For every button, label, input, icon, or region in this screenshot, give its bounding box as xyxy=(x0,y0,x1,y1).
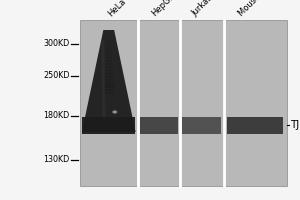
Bar xyxy=(106,47,111,49)
Polygon shape xyxy=(101,40,106,124)
Bar xyxy=(106,43,111,46)
Bar xyxy=(106,53,112,56)
Text: TJP2: TJP2 xyxy=(290,120,300,130)
Bar xyxy=(107,31,110,33)
Text: HeLa: HeLa xyxy=(106,0,127,18)
Bar xyxy=(105,69,113,72)
Bar xyxy=(106,56,112,59)
Bar xyxy=(106,40,111,43)
Text: HepG2: HepG2 xyxy=(150,0,176,18)
Bar xyxy=(227,116,283,134)
Bar xyxy=(104,82,114,85)
Text: 130KD: 130KD xyxy=(44,156,70,164)
Bar xyxy=(105,60,112,62)
Bar xyxy=(80,20,286,186)
Bar xyxy=(105,63,112,65)
Bar xyxy=(103,92,114,94)
Bar xyxy=(107,37,111,39)
Text: Mouse pancreas: Mouse pancreas xyxy=(237,0,292,18)
Text: 300KD: 300KD xyxy=(44,40,70,48)
Bar xyxy=(103,89,114,91)
Bar xyxy=(105,66,112,68)
Text: Jurkat: Jurkat xyxy=(190,0,214,18)
Bar xyxy=(104,79,113,81)
Bar xyxy=(104,85,114,88)
Polygon shape xyxy=(82,30,136,132)
Bar xyxy=(104,72,113,75)
Bar xyxy=(182,116,221,134)
Bar xyxy=(140,116,178,134)
Bar xyxy=(106,50,112,52)
Text: 250KD: 250KD xyxy=(43,72,70,80)
Circle shape xyxy=(112,110,117,114)
Text: 180KD: 180KD xyxy=(44,111,70,120)
Bar xyxy=(107,34,111,36)
Bar xyxy=(82,116,135,134)
Bar xyxy=(104,76,113,78)
